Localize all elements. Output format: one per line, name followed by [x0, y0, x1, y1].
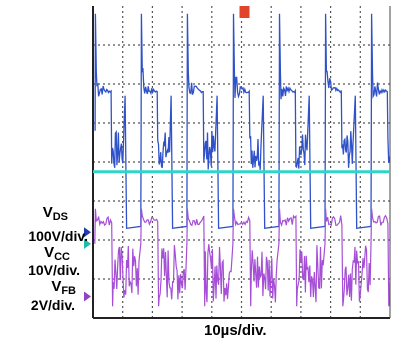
vfb-scale-label: 2V/div.	[30, 297, 75, 313]
vcc-label: VCC	[44, 244, 70, 263]
vds-trace	[94, 13, 391, 230]
channel-marker-1	[84, 227, 91, 238]
traces	[93, 13, 391, 307]
grid	[92, 6, 391, 319]
vds-scale-label: 100V/div.	[28, 228, 88, 244]
vcc-scale-label: 10V/div.	[28, 262, 80, 278]
trigger-marker	[239, 6, 250, 18]
channel-marker-2	[84, 238, 91, 249]
vfb-trace	[94, 208, 390, 307]
vds-label: VDS	[42, 204, 68, 223]
channel-markers	[84, 6, 250, 302]
channel-marker-3	[84, 291, 91, 302]
vfb-label: VFB	[51, 278, 76, 297]
x-axis-label: 10µs/div.	[204, 322, 267, 339]
